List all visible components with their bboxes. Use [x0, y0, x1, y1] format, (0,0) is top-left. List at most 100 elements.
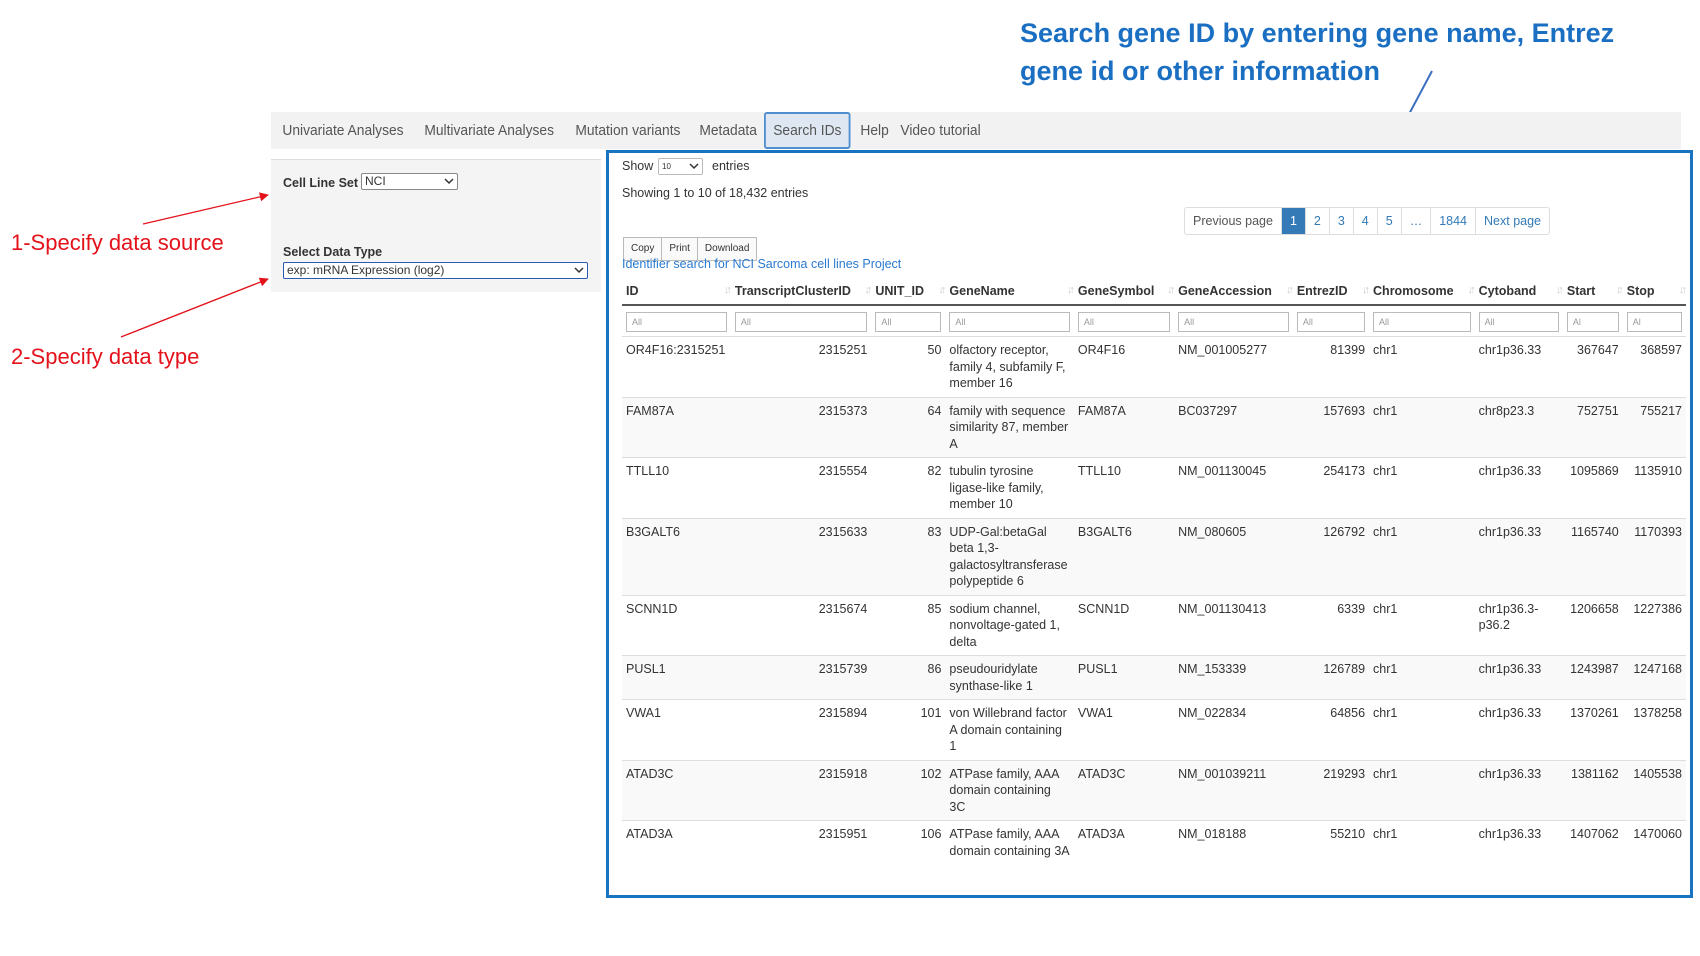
table-cell: 1165740 [1562, 517, 1623, 595]
tab[interactable]: Mutation variants [575, 122, 681, 139]
page-link[interactable]: 1844 [1430, 208, 1475, 234]
table-cell: ATAD3C [622, 759, 731, 821]
sidebar: Cell Line Set NCI Select Data Type exp: … [271, 159, 601, 292]
table-cell: VWA1 [622, 699, 731, 760]
table-row: PUSL1 2315739 86 pseudouridylate synthase-l… [622, 655, 1686, 700]
filter-input[interactable]: Al [1566, 312, 1619, 332]
table-cell: TTLL10 [1073, 457, 1175, 518]
table-cell: 102 [871, 759, 946, 821]
table-cell: 86 [871, 655, 946, 700]
select[interactable]: exp: mRNA Expression (log2) [283, 262, 588, 279]
page-link[interactable]: Previous page [1193, 214, 1273, 228]
tab[interactable]: Metadata [699, 122, 757, 139]
page-link[interactable]: 5 [1376, 208, 1401, 234]
table-cell: 2315894 [730, 699, 872, 760]
table-cell: 83 [871, 517, 946, 595]
page-link[interactable]: 1 [1280, 208, 1305, 234]
nav-bar: Univariate Analyses Multivariate Analyses… [271, 112, 1681, 149]
filter-input[interactable]: All [1178, 312, 1289, 332]
table-cell: chr1 [1369, 457, 1475, 518]
table-cell: chr1p36.33 [1474, 655, 1563, 700]
table-cell: UDP-Gal:betaGal beta 1,3-galactosyltrans… [945, 517, 1074, 595]
column-header[interactable]: TranscriptClusterID [730, 278, 872, 306]
entries-label: entries [712, 159, 750, 173]
table-cell: chr1p36.33 [1474, 517, 1563, 595]
filter-input[interactable]: All [734, 312, 868, 332]
column-header[interactable]: Stop [1622, 278, 1686, 306]
tab[interactable]: Video tutorial [900, 122, 982, 139]
column-header[interactable]: Cytoband [1474, 278, 1563, 306]
table-cell: 85 [871, 594, 946, 656]
page-link[interactable]: 4 [1352, 208, 1377, 234]
column-header[interactable]: Chromosome [1369, 278, 1475, 306]
table-cell: 755217 [1622, 396, 1686, 458]
tab[interactable]: Search IDs [764, 112, 852, 149]
column-header[interactable]: GeneName [945, 278, 1074, 306]
results-panel: Show 10 entries Showing 1 to 10 of 18,43… [606, 150, 1693, 898]
table-row: VWA1 2315894 101 von Willebrand factor A do… [622, 699, 1686, 760]
column-header[interactable]: GeneSymbol [1073, 278, 1175, 306]
table-cell: 1170393 [1622, 517, 1686, 595]
page-link[interactable]: 2 [1304, 208, 1329, 234]
table-cell: 1135910 [1622, 457, 1686, 518]
table-cell: chr1 [1369, 396, 1475, 458]
table-cell: SCNN1D [622, 594, 731, 656]
table-cell: chr1 [1369, 655, 1475, 700]
filter-cell: All [871, 305, 945, 337]
annotation-note: 1-Specify data source [11, 230, 224, 255]
column-header[interactable]: Start [1562, 278, 1623, 306]
length-select[interactable]: 10 [658, 158, 703, 175]
filter-input[interactable]: Al [1626, 312, 1682, 332]
filter-input[interactable]: All [1296, 312, 1366, 332]
table-cell: 82 [871, 457, 946, 518]
table-cell: chr1p36.33 [1474, 820, 1563, 864]
tab[interactable]: Help [859, 122, 889, 139]
button[interactable]: Download [696, 237, 758, 261]
table-cell: chr1 [1369, 517, 1475, 595]
filter-input[interactable]: All [1077, 312, 1171, 332]
filter-cell: All [1293, 305, 1369, 337]
label: Cell Line Set [283, 176, 359, 190]
table-cell: ATAD3C [1073, 759, 1175, 821]
pagination: Previous page 1 2 3 4 5… 1844 Next page [1184, 207, 1550, 235]
table-row: FAM87A 2315373 64 family with sequence simi… [622, 396, 1686, 458]
table-row: OR4F16:2315251 2315251 50 olfactory recepto… [622, 336, 1686, 397]
select[interactable]: NCI [361, 173, 458, 190]
table-cell: 2315739 [730, 655, 872, 700]
column-header[interactable]: ID [622, 278, 731, 306]
chevron [444, 178, 454, 185]
tab[interactable]: Multivariate Analyses [424, 122, 554, 139]
chevron [689, 163, 699, 170]
column-header[interactable]: UNIT_ID [871, 278, 946, 306]
filter-input[interactable]: All [1478, 312, 1559, 332]
table-cell: SCNN1D [1073, 594, 1175, 656]
arrow [120, 277, 269, 338]
table-cell: OR4F16:2315251 [622, 336, 731, 397]
page-link[interactable]: Next page [1475, 208, 1549, 234]
table-cell: 157693 [1292, 396, 1370, 458]
filter-input[interactable]: All [1373, 312, 1471, 332]
tab[interactable]: Univariate Analyses [282, 122, 404, 139]
table-cell: ATPase family, AAA domain containing 3A [945, 820, 1074, 864]
page-link[interactable]: … [1400, 208, 1431, 234]
table-cell: 1247168 [1622, 655, 1686, 700]
page-link[interactable]: 3 [1328, 208, 1353, 234]
column-header[interactable]: GeneAccession [1174, 278, 1293, 306]
table-cell: tubulin tyrosine ligase-like family, mem… [945, 457, 1074, 518]
table-cell: 2315373 [730, 396, 872, 458]
table-cell: PUSL1 [622, 655, 731, 700]
filter-input[interactable]: All [949, 312, 1070, 332]
filter-input[interactable]: All [626, 312, 727, 332]
table-cell: chr1p36.33 [1474, 759, 1563, 821]
table-cell: 1243987 [1562, 655, 1623, 700]
table-cell: FAM87A [622, 396, 731, 458]
table-cell: ATPase family, AAA domain containing 3C [945, 759, 1074, 821]
button[interactable]: Copy [623, 237, 663, 261]
table-cell: 219293 [1292, 759, 1370, 821]
table-cell: 55210 [1292, 820, 1370, 864]
column-header[interactable]: EntrezID [1292, 278, 1370, 306]
table-cell: 50 [871, 336, 946, 397]
annotation-title: Search gene ID by entering gene name, En… [1020, 18, 1615, 86]
filter-input[interactable]: All [875, 312, 942, 332]
table-cell: 64856 [1292, 699, 1370, 760]
